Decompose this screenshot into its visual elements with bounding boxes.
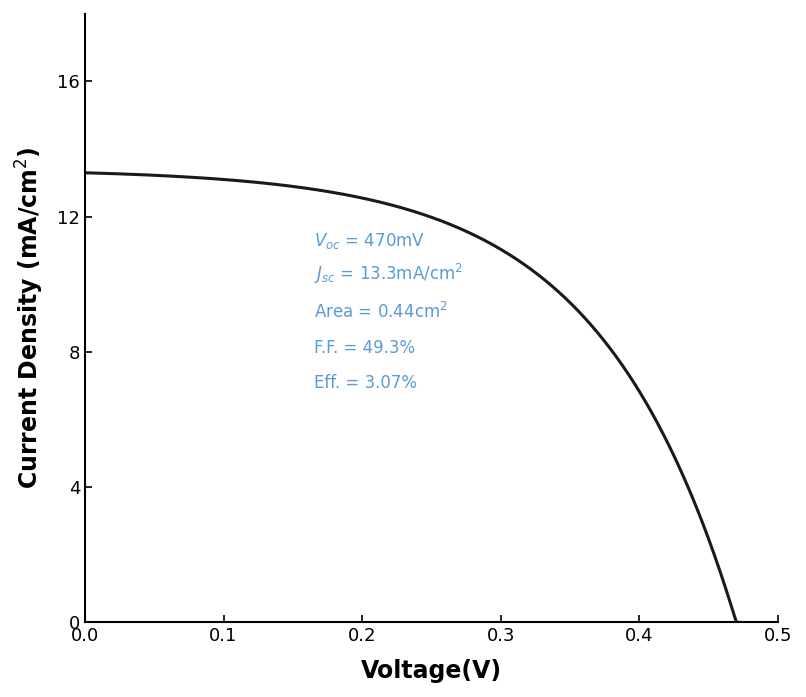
X-axis label: Voltage(V): Voltage(V) [361,659,502,683]
Y-axis label: Current Density (mA/cm$^2$): Current Density (mA/cm$^2$) [14,147,46,489]
Text: Eff. = 3.07%: Eff. = 3.07% [314,374,417,392]
Text: F.F. = 49.3%: F.F. = 49.3% [314,339,415,357]
Text: $J_{sc}$ = 13.3mA/cm$^2$: $J_{sc}$ = 13.3mA/cm$^2$ [314,262,463,286]
Text: $V_{oc}$ = 470mV: $V_{oc}$ = 470mV [314,231,425,250]
Text: Area = 0.44cm$^2$: Area = 0.44cm$^2$ [314,301,447,321]
